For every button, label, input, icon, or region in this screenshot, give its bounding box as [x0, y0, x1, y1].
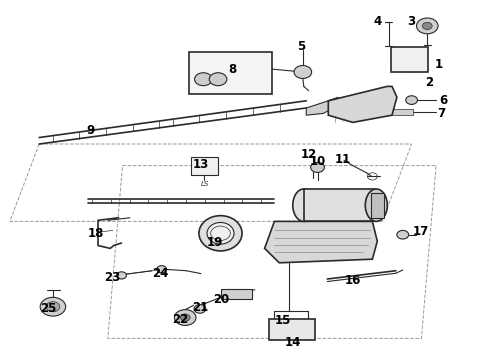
- Text: 5: 5: [297, 40, 305, 53]
- Circle shape: [416, 18, 438, 34]
- Text: 22: 22: [172, 313, 189, 326]
- Bar: [391, 47, 428, 72]
- Text: 16: 16: [344, 274, 361, 287]
- Ellipse shape: [199, 216, 242, 251]
- Text: 21: 21: [192, 301, 208, 314]
- Polygon shape: [306, 97, 338, 115]
- Text: 7: 7: [437, 107, 445, 120]
- Bar: [189, 52, 272, 94]
- Circle shape: [46, 302, 60, 312]
- Text: 20: 20: [213, 293, 230, 306]
- Text: LS: LS: [200, 181, 209, 187]
- Bar: [191, 157, 218, 175]
- Text: 14: 14: [285, 336, 301, 349]
- Text: 9: 9: [87, 124, 95, 137]
- Text: 11: 11: [335, 153, 351, 166]
- Circle shape: [422, 22, 432, 30]
- Polygon shape: [328, 86, 397, 122]
- Text: 19: 19: [206, 237, 223, 249]
- Text: 3: 3: [408, 15, 416, 28]
- Bar: [392, 109, 413, 115]
- Text: 8: 8: [229, 63, 237, 76]
- Text: 17: 17: [412, 225, 429, 238]
- Circle shape: [40, 297, 66, 316]
- Circle shape: [117, 272, 126, 279]
- Text: 10: 10: [309, 155, 326, 168]
- Circle shape: [180, 314, 190, 321]
- Text: 12: 12: [300, 148, 317, 161]
- Bar: [304, 189, 376, 221]
- Bar: [220, 289, 252, 299]
- Text: 18: 18: [87, 227, 104, 240]
- Text: 15: 15: [275, 314, 292, 327]
- Text: 6: 6: [440, 94, 447, 107]
- Circle shape: [397, 230, 409, 239]
- Text: 24: 24: [152, 267, 169, 280]
- Circle shape: [195, 73, 212, 86]
- Circle shape: [157, 266, 167, 273]
- Text: 2: 2: [425, 76, 433, 89]
- Ellipse shape: [207, 222, 234, 244]
- Circle shape: [194, 305, 206, 313]
- Text: 23: 23: [104, 271, 121, 284]
- Ellipse shape: [366, 189, 387, 221]
- Text: 25: 25: [40, 302, 56, 315]
- Bar: [371, 193, 384, 218]
- Circle shape: [294, 66, 312, 78]
- Text: 4: 4: [373, 15, 381, 28]
- Circle shape: [406, 96, 417, 104]
- Circle shape: [311, 162, 324, 172]
- Polygon shape: [265, 221, 377, 263]
- Ellipse shape: [293, 189, 315, 221]
- Circle shape: [174, 310, 196, 325]
- Text: 1: 1: [435, 58, 442, 71]
- Bar: [269, 319, 315, 340]
- Text: 13: 13: [193, 158, 209, 171]
- Circle shape: [209, 73, 227, 86]
